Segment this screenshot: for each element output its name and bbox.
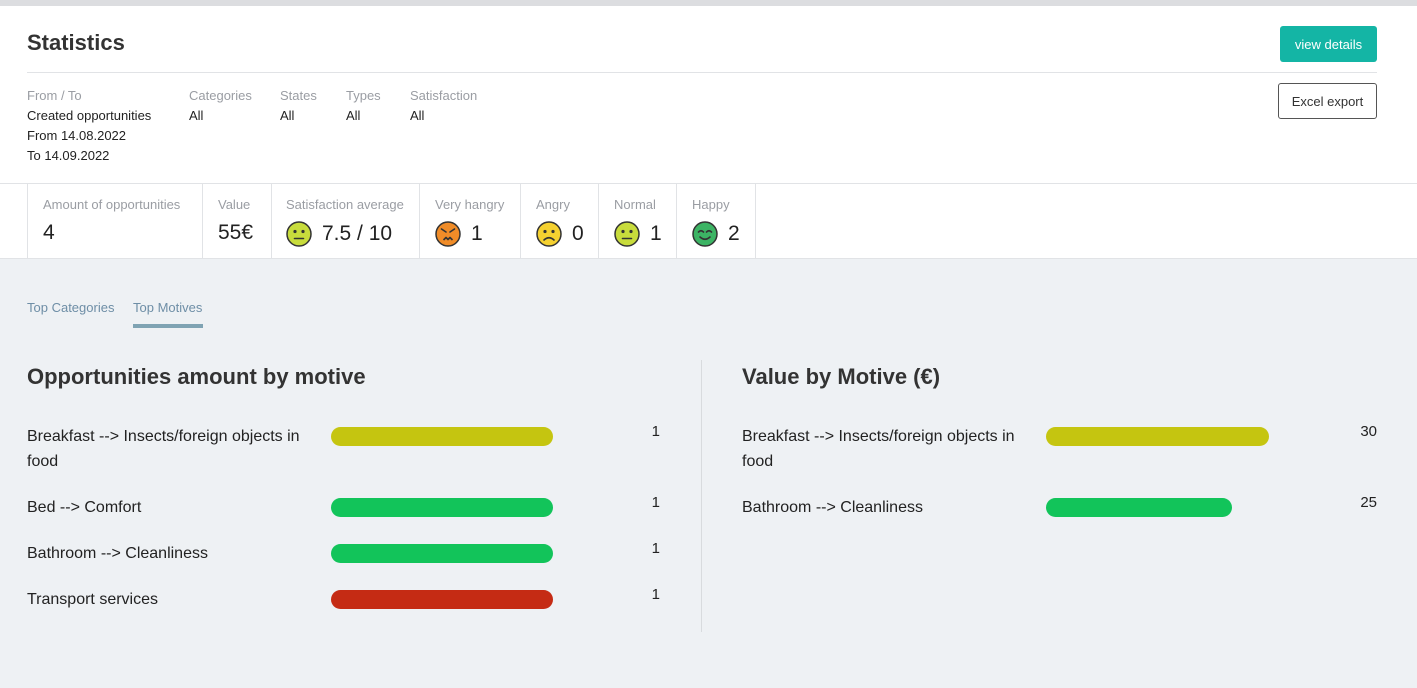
stat-very-hangry: Very hangry 1 [420,184,521,259]
stat-happy-label: Happy [692,197,730,212]
filter-from-to[interactable]: From / To Created opportunities From 14.… [27,86,151,166]
bar [1046,427,1269,446]
stat-amount: Amount of opportunities 4 [27,184,203,259]
sad-face-icon [536,221,562,247]
bar [331,427,553,446]
bar-label: Bed --> Comfort [27,499,142,516]
filter-from-to-mode: Created opportunities [27,108,152,123]
happy-face-icon [692,221,718,247]
filter-types[interactable]: Types All [346,86,381,126]
bar-value-label: 25 [1360,494,1377,511]
neutral-face-icon [286,221,312,247]
header-divider [27,72,1377,73]
filter-categories[interactable]: Categories All [189,86,252,126]
bar-value-label: 1 [651,494,660,511]
page-title: Statistics [27,30,125,55]
bar [331,498,553,517]
stat-very-hangry-label: Very hangry [435,197,505,212]
filter-states-value: All [280,108,295,123]
filter-satisfaction-label: Satisfaction [410,88,478,103]
bar-value-label: 1 [651,586,660,603]
filter-types-label: Types [346,88,381,103]
bar-label: Breakfast --> Insects/foreign objects in… [742,428,1015,470]
stat-satisfaction-average-value: 7.5 / 10 [322,222,393,245]
filter-types-value: All [346,108,361,123]
view-details-button[interactable]: view details [1280,26,1377,62]
filter-from-date: From 14.08.2022 [27,128,127,143]
filter-from-to-label: From / To [27,88,82,103]
stat-value-value: 55€ [218,221,254,244]
bar [1046,498,1232,517]
tab-top-categories[interactable]: Top Categories [27,300,115,315]
tab-top-motives[interactable]: Top Motives [133,300,203,315]
bar-label: Transport services [27,591,158,608]
chart-title-value: Value by Motive (€) [742,364,941,389]
statistics-header: Statistics view details From / To Create… [0,6,1417,184]
stats-bar: Amount of opportunities 4 Value 55€ Sati… [0,183,1417,259]
stat-normal-value: 1 [650,222,662,245]
bar-label: Breakfast --> Insects/foreign objects in… [27,428,300,470]
stat-happy: Happy 2 [677,184,756,259]
stat-amount-label: Amount of opportunities [43,197,181,212]
filter-to-date: To 14.09.2022 [27,148,110,163]
chart-title-amount: Opportunities amount by motive [27,364,366,389]
filter-satisfaction[interactable]: Satisfaction All [410,86,477,126]
stat-satisfaction-average-label: Satisfaction average [286,197,404,212]
stat-normal: Normal 1 [599,184,677,259]
filter-satisfaction-value: All [410,108,425,123]
stat-value: Value 55€ [203,184,272,259]
bar [331,590,553,609]
stat-satisfaction-average: Satisfaction average 7.5 / 10 [271,184,420,259]
neutral-face-icon [614,221,640,247]
stat-angry-label: Angry [536,197,570,212]
bar-label: Bathroom --> Cleanliness [742,499,923,516]
filter-states-label: States [280,88,317,103]
active-tab-indicator [133,324,203,328]
very-angry-face-icon [435,221,461,247]
stat-amount-value: 4 [43,221,55,244]
stat-very-hangry-value: 1 [471,222,483,245]
filter-categories-label: Categories [189,88,252,103]
stat-normal-label: Normal [614,197,656,212]
bar [331,544,553,563]
bar-value-label: 1 [651,540,660,557]
stat-happy-value: 2 [728,222,740,245]
stat-angry: Angry 0 [521,184,599,259]
bar-value-label: 1 [651,423,660,440]
stat-value-label: Value [218,197,251,212]
top-strip [0,0,1417,6]
filter-categories-value: All [189,108,204,123]
excel-export-button[interactable]: Excel export [1278,83,1377,119]
column-separator [701,360,702,632]
stat-angry-value: 0 [572,222,584,245]
bar-label: Bathroom --> Cleanliness [27,545,208,562]
bar-value-label: 30 [1360,423,1377,440]
filter-states[interactable]: States All [280,86,317,126]
